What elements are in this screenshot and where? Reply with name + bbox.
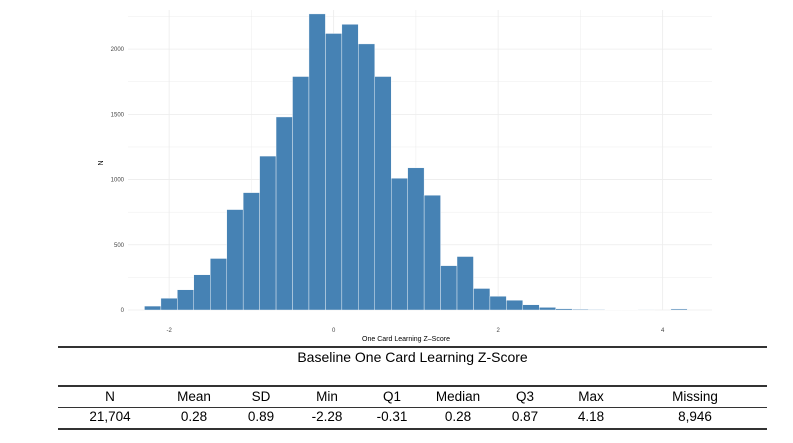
- histogram-bar: [177, 289, 195, 311]
- histogram-bar: [440, 265, 458, 311]
- histogram-bar: [555, 308, 573, 311]
- value-n: 21,704: [89, 409, 131, 424]
- histogram-bar: [473, 288, 491, 311]
- value-mean: 0.28: [180, 409, 208, 424]
- stats-header-row: N Mean SD Min Q1 Median Q3 Max Missing: [58, 389, 767, 407]
- histogram-bar: [210, 258, 227, 311]
- histogram-bar: [144, 305, 162, 311]
- histogram-bar: [325, 33, 343, 311]
- y-tick-label: 1500: [111, 112, 125, 118]
- histogram-bar: [506, 300, 524, 311]
- histogram-bar: [489, 296, 507, 311]
- header-mean: Mean: [177, 389, 211, 404]
- histogram-chart: 0 500 1000 1500 2000 -2 0 2 4 One Card Learning…: [98, 10, 712, 343]
- x-tick-label: 0: [332, 328, 336, 334]
- header-q3: Q3: [515, 389, 535, 404]
- value-min: -2.28: [311, 409, 343, 424]
- histogram-bar: [423, 195, 441, 311]
- header-missing: Missing: [672, 389, 718, 404]
- stats-value-row: 21,704 0.28 0.89 -2.28 -0.31 0.28 0.87 4…: [58, 409, 767, 427]
- histogram-bar: [391, 178, 408, 311]
- histogram-bar: [539, 307, 556, 311]
- histogram-bar: [341, 24, 359, 311]
- header-min: Min: [316, 389, 338, 404]
- x-axis-ticks: -2 0 2 4: [166, 328, 665, 334]
- value-max: 4.18: [577, 409, 605, 424]
- header-max: Max: [578, 389, 604, 404]
- table-header-rule: [58, 407, 767, 408]
- histogram-bar: [160, 298, 178, 311]
- header-sd: SD: [251, 389, 271, 404]
- y-axis-title: N: [98, 160, 105, 165]
- x-tick-label: 4: [661, 328, 665, 334]
- table-bottom-rule: [58, 428, 767, 430]
- table-top-rule: [58, 346, 767, 348]
- y-tick-label: 0: [121, 308, 125, 314]
- histogram-bar: [275, 116, 293, 311]
- histogram-bar: [522, 304, 540, 311]
- histogram-bar: [242, 192, 260, 311]
- value-median: 0.28: [444, 409, 472, 424]
- grid-lines: [128, 10, 712, 311]
- x-tick-label: 2: [496, 328, 500, 334]
- histogram-bar: [292, 76, 310, 311]
- x-tick-label: -2: [166, 328, 172, 334]
- histogram-bar: [358, 43, 375, 311]
- header-q1: Q1: [382, 389, 402, 404]
- value-q3: 0.87: [511, 409, 539, 424]
- histogram-bar: [588, 309, 606, 311]
- histogram-bar: [259, 155, 277, 311]
- histogram-bar: [193, 274, 211, 311]
- value-missing: 8,946: [678, 409, 712, 424]
- y-tick-label: 2000: [111, 47, 125, 53]
- y-tick-label: 500: [114, 243, 125, 249]
- value-sd: 0.89: [247, 409, 275, 424]
- header-median: Median: [435, 389, 481, 404]
- histogram-bar: [226, 209, 244, 311]
- header-n: N: [105, 389, 115, 404]
- histogram-bar: [456, 256, 474, 311]
- histogram-bar: [374, 76, 392, 311]
- histogram-bar: [670, 308, 688, 311]
- histogram-bar: [571, 309, 589, 311]
- histogram-bar: [308, 13, 326, 311]
- x-axis-title: One Card Learning Z–Score: [362, 336, 450, 343]
- histogram-bars: [144, 13, 688, 311]
- table-title: Baseline One Card Learning Z-Score: [297, 349, 528, 365]
- y-tick-label: 1000: [111, 178, 125, 184]
- value-q1: -0.31: [376, 409, 408, 424]
- y-axis-ticks: 0 500 1000 1500 2000: [111, 47, 125, 314]
- histogram-bar: [407, 167, 425, 311]
- table-title-rule: [58, 385, 767, 387]
